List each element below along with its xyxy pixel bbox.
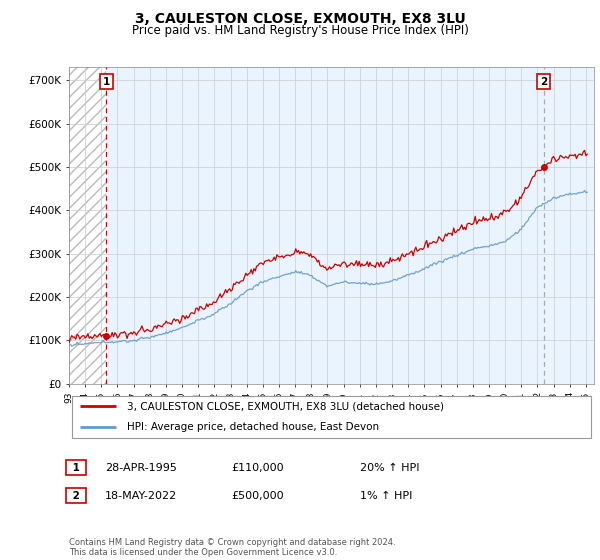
Text: 1% ↑ HPI: 1% ↑ HPI (360, 491, 412, 501)
FancyBboxPatch shape (71, 395, 592, 438)
Text: Price paid vs. HM Land Registry's House Price Index (HPI): Price paid vs. HM Land Registry's House … (131, 24, 469, 37)
Text: Contains HM Land Registry data © Crown copyright and database right 2024.
This d: Contains HM Land Registry data © Crown c… (69, 538, 395, 557)
Text: 18-MAY-2022: 18-MAY-2022 (105, 491, 177, 501)
Text: 3, CAULESTON CLOSE, EXMOUTH, EX8 3LU: 3, CAULESTON CLOSE, EXMOUTH, EX8 3LU (134, 12, 466, 26)
Bar (69, 67, 106, 384)
Text: HPI: Average price, detached house, East Devon: HPI: Average price, detached house, East… (127, 422, 379, 432)
Text: 28-APR-1995: 28-APR-1995 (105, 463, 177, 473)
Text: £500,000: £500,000 (231, 491, 284, 501)
Text: 3, CAULESTON CLOSE, EXMOUTH, EX8 3LU (detached house): 3, CAULESTON CLOSE, EXMOUTH, EX8 3LU (de… (127, 401, 444, 411)
Text: 20% ↑ HPI: 20% ↑ HPI (360, 463, 419, 473)
Text: £110,000: £110,000 (231, 463, 284, 473)
Text: 1: 1 (69, 463, 83, 473)
Text: 2: 2 (69, 491, 83, 501)
Text: 1: 1 (103, 77, 110, 87)
Text: 2: 2 (540, 77, 547, 87)
Bar (106, 67, 594, 384)
